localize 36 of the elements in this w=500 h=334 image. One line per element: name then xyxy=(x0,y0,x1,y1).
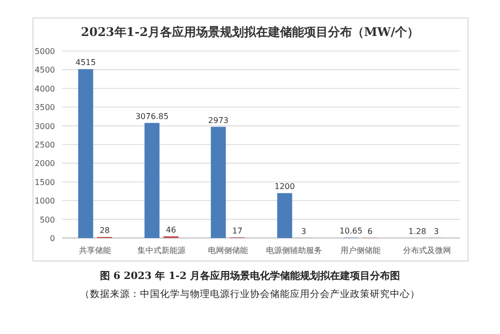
data-label: 6 xyxy=(367,226,373,236)
data-label: 46 xyxy=(166,225,176,234)
data-label: 3 xyxy=(301,226,306,236)
y-tick-label: 0 xyxy=(50,234,55,243)
data-label: 2973 xyxy=(208,116,229,125)
data-label: 4515 xyxy=(75,58,96,68)
y-tick-label: 3000 xyxy=(34,122,55,131)
data-label: 1.28 xyxy=(408,226,426,236)
data-label: 1200 xyxy=(274,182,295,192)
x-tick-label: 集中式新能源 xyxy=(138,246,186,255)
data-label: 17 xyxy=(232,226,242,236)
caption: 图 6 2023 年 1-2 月各应用场景电化学储能规划拟在建项目分布图 xyxy=(100,270,400,282)
x-tick-label: 共享储能 xyxy=(79,246,112,255)
x-tick-label: 分布式及微网 xyxy=(402,246,451,255)
data-label: 3 xyxy=(434,226,439,236)
text: （数据来源：中国化学与物理电源行业协会储能应用分会产业政策研究中心） xyxy=(80,288,420,300)
y-tick-label: 1500 xyxy=(34,178,55,187)
y-tick-label: 500 xyxy=(40,215,55,224)
bar xyxy=(144,122,160,238)
data-label: 10.65 xyxy=(340,226,362,236)
y-tick-label: 4500 xyxy=(34,66,55,75)
bar xyxy=(210,126,226,238)
y-tick-label: 4000 xyxy=(34,84,55,94)
chart-title: 2023年1-2月各应用场景规划拟在建储能项目分布（MW/个） xyxy=(80,25,420,39)
y-tick-label: 2500 xyxy=(34,140,55,150)
y-tick-label: 5000 xyxy=(34,47,55,56)
y-tick-label: 2000 xyxy=(34,159,55,168)
x-tick-label: 电网侧储能 xyxy=(208,246,248,255)
bar xyxy=(277,193,292,238)
bar xyxy=(78,69,94,238)
data-label: 3076.85 xyxy=(135,112,169,121)
y-tick-label: 3500 xyxy=(34,103,55,112)
x-tick-label: 用户侧储能 xyxy=(340,246,380,255)
y-tick-label: 1000 xyxy=(34,196,55,206)
x-tick-label: 电源侧辅助服务 xyxy=(266,246,322,255)
data-label: 28 xyxy=(100,226,110,235)
